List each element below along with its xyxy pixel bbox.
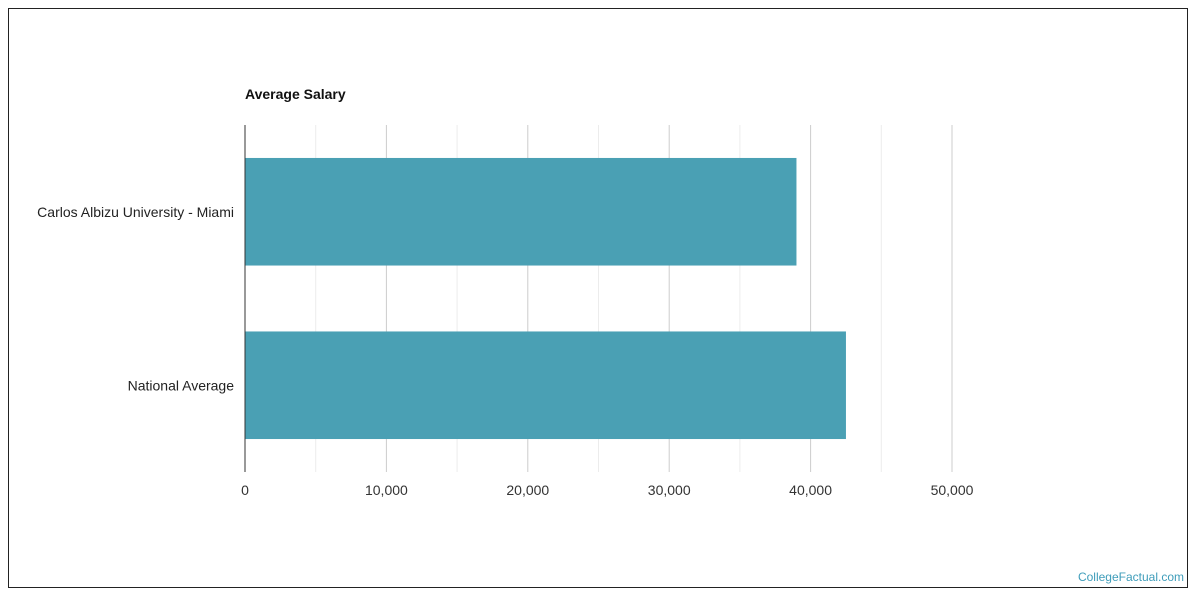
x-tick-label: 30,000 bbox=[648, 482, 691, 498]
watermark: CollegeFactual.com bbox=[1077, 570, 1184, 584]
x-tick-label: 20,000 bbox=[506, 482, 549, 498]
bar-1 bbox=[245, 157, 797, 266]
chart-title: Average Salary bbox=[245, 86, 346, 102]
category-label: Carlos Albizu University - Miami bbox=[37, 204, 234, 220]
tick-labels: 0 10,000 20,000 30,000 40,000 50,000 bbox=[241, 482, 974, 498]
x-tick-label: 0 bbox=[241, 482, 249, 498]
bars bbox=[245, 157, 846, 440]
x-tick-label: 40,000 bbox=[789, 482, 832, 498]
category-labels: Carlos Albizu University - Miami National… bbox=[37, 204, 234, 394]
x-tick-label: 50,000 bbox=[931, 482, 974, 498]
category-label: National Average bbox=[128, 377, 235, 393]
chart-frame bbox=[8, 8, 1188, 588]
x-tick-label: 10,000 bbox=[365, 482, 408, 498]
bar-2 bbox=[245, 331, 846, 440]
